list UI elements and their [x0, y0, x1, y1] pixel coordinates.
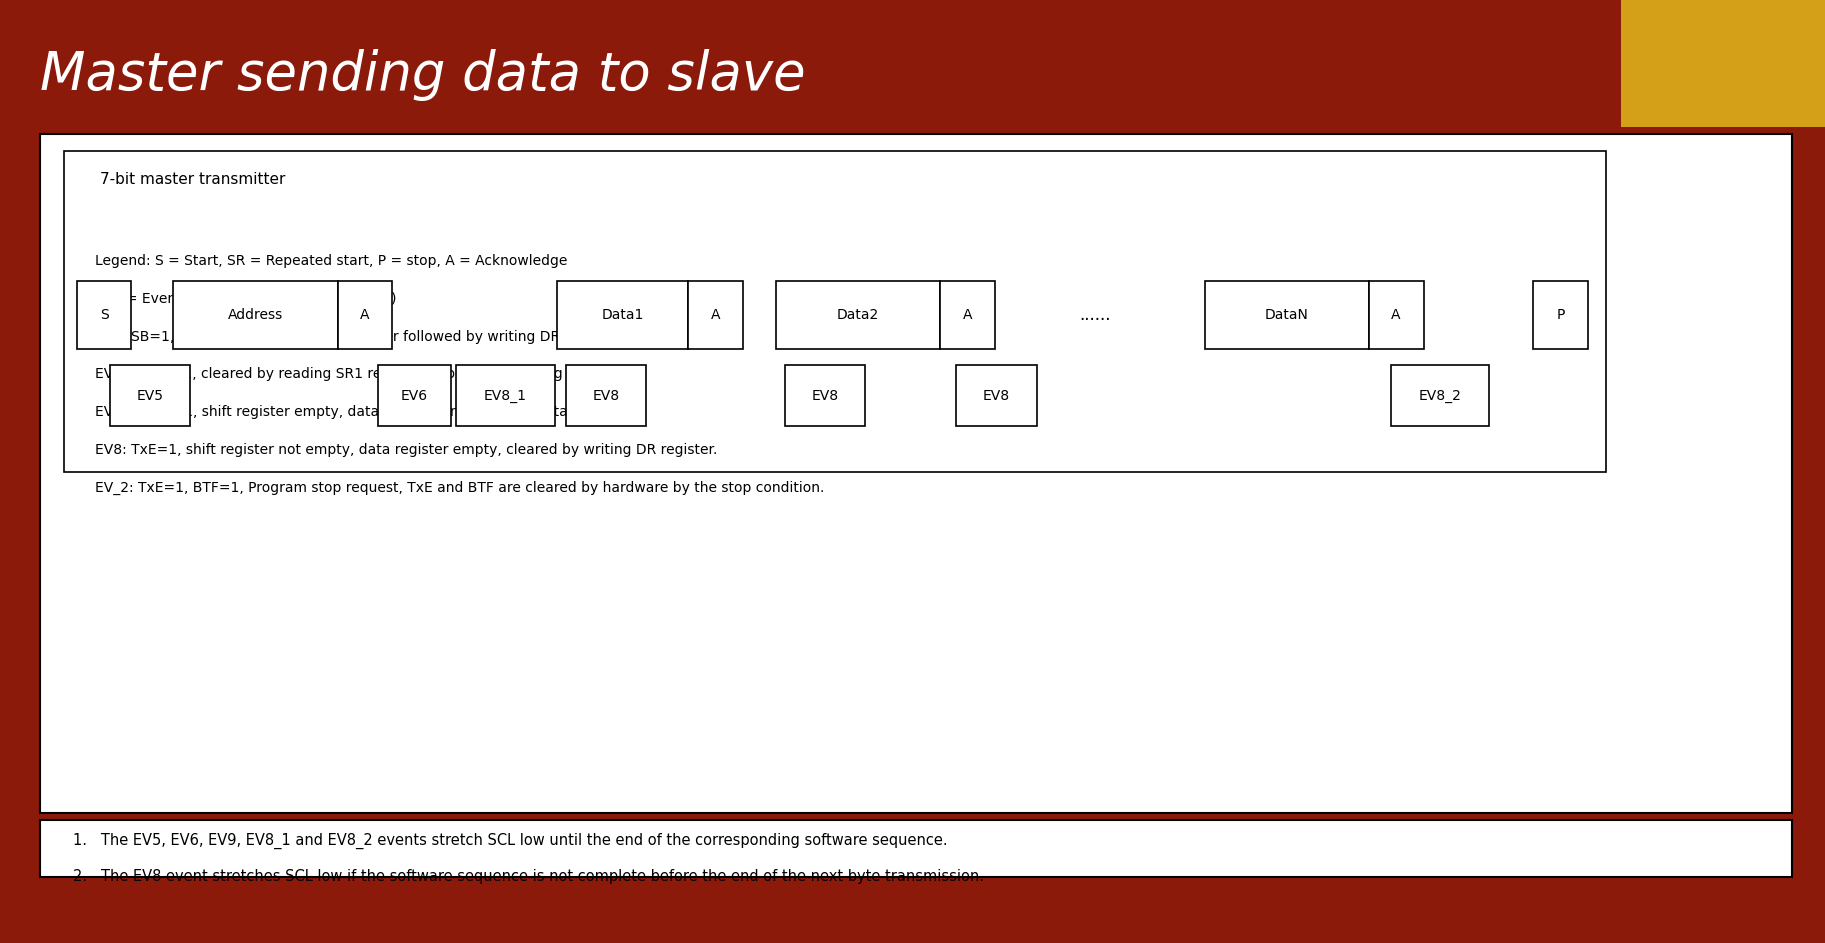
- Bar: [557, 281, 688, 349]
- Text: 1.   The EV5, EV6, EV9, EV8_1 and EV8_2 events stretch SCL low until the end of : 1. The EV5, EV6, EV9, EV8_1 and EV8_2 ev…: [73, 833, 947, 850]
- Text: Legend: S = Start, SR = Repeated start, P = stop, A = Acknowledge: Legend: S = Start, SR = Repeated start, …: [95, 255, 568, 268]
- Bar: [77, 281, 131, 349]
- Text: A: A: [962, 308, 973, 322]
- Bar: [338, 281, 392, 349]
- Bar: [1621, 0, 1825, 127]
- Text: A: A: [710, 308, 721, 322]
- Bar: [110, 365, 190, 426]
- Text: A: A: [1391, 308, 1402, 322]
- Text: A: A: [360, 308, 370, 322]
- Text: EV8: EV8: [812, 389, 838, 403]
- Bar: [1204, 281, 1369, 349]
- Text: Data2: Data2: [836, 308, 880, 322]
- Text: EV8_1: TxE=1, shift register empty, data register empty, write Data1 in DR.: EV8_1: TxE=1, shift register empty, data…: [95, 405, 622, 419]
- Text: 2.   The EV8 event stretches SCL low if the software sequence is not complete be: 2. The EV8 event stretches SCL low if th…: [73, 869, 984, 885]
- Text: EV8_2: EV8_2: [1418, 389, 1462, 403]
- Text: Data1: Data1: [600, 308, 644, 322]
- Bar: [173, 281, 338, 349]
- Bar: [776, 281, 940, 349]
- Text: EV8: TxE=1, shift register not empty, data register empty, cleared by writing DR: EV8: TxE=1, shift register not empty, da…: [95, 443, 717, 456]
- Bar: [64, 151, 1606, 471]
- Text: EV5: SB=1, cleared by reading SR1 register followed by writing DR register with : EV5: SB=1, cleared by reading SR1 regist…: [95, 330, 715, 343]
- Text: DataN: DataN: [1265, 308, 1309, 322]
- Text: EV_2: TxE=1, BTF=1, Program stop request, TxE and BTF are cleared by hardware by: EV_2: TxE=1, BTF=1, Program stop request…: [95, 481, 825, 494]
- Bar: [940, 281, 995, 349]
- Bar: [40, 134, 1792, 813]
- Text: EV8_1: EV8_1: [484, 389, 527, 403]
- Text: EV6: EV6: [402, 389, 427, 403]
- Text: EV6: ADDR=1, cleared by reading SR1 register followed by reading SR2.: EV6: ADDR=1, cleared by reading SR1 regi…: [95, 368, 599, 381]
- Text: Master sending data to slave: Master sending data to slave: [40, 49, 807, 102]
- Bar: [378, 365, 451, 426]
- Bar: [956, 365, 1037, 426]
- Bar: [1391, 365, 1489, 426]
- Text: EV8: EV8: [984, 389, 1009, 403]
- Text: 7-bit master transmitter: 7-bit master transmitter: [100, 172, 287, 187]
- Text: ......: ......: [1079, 306, 1111, 324]
- Text: Address: Address: [228, 308, 283, 322]
- Bar: [785, 365, 865, 426]
- Text: EVx = Event (with interrupt if ITEVFEN = 1): EVx = Event (with interrupt if ITEVFEN =…: [95, 292, 396, 306]
- Bar: [688, 281, 743, 349]
- Text: EV5: EV5: [137, 389, 162, 403]
- Text: S: S: [100, 308, 108, 322]
- Text: Transfer sequence diagram for master transmitter: Transfer sequence diagram for master tra…: [619, 157, 1214, 177]
- Bar: [1369, 281, 1424, 349]
- Text: EV8: EV8: [593, 389, 619, 403]
- Bar: [1533, 281, 1588, 349]
- Bar: [566, 365, 646, 426]
- Text: P: P: [1557, 308, 1564, 322]
- Bar: [40, 820, 1792, 877]
- Bar: [456, 365, 555, 426]
